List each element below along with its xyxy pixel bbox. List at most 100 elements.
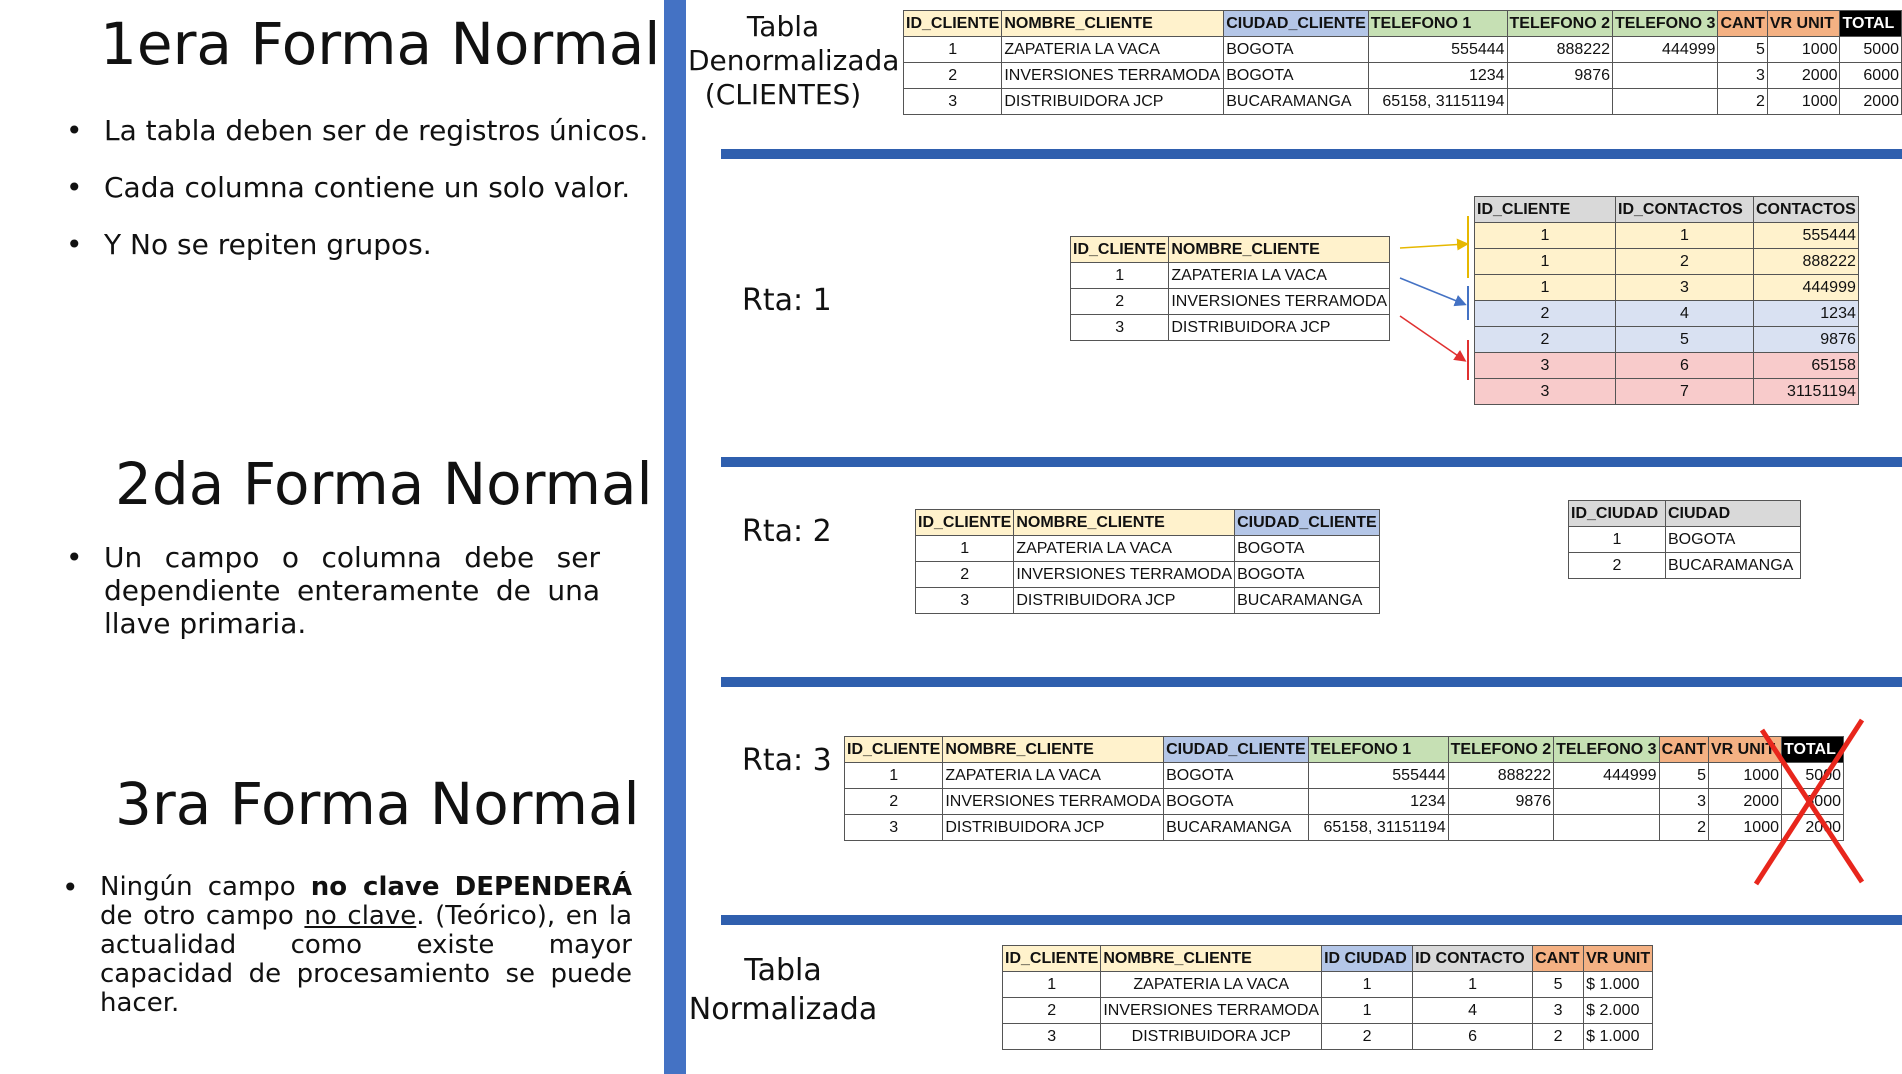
cell: BOGOTA [1665,526,1801,553]
cell: 1 [1615,222,1754,249]
cell: 444999 [1611,36,1719,63]
cell: 6 [1615,352,1754,379]
cell: 2 [1532,1023,1585,1050]
cell: DISTRIBUIDORA JCP [942,814,1165,841]
section-divider [721,677,1902,687]
table-row: 2 INVERSIONES TERRAMODA BOGOTA 1234 9876… [843,788,1844,815]
col-header: TELEFONO 2 [1447,736,1555,763]
col-header: CANT [1532,945,1585,972]
col-header: NOMBRE_CLIENTE [1168,236,1391,263]
cell: $ 1.000 [1583,971,1654,998]
cell: 3 [1658,788,1710,815]
cell: INVERSIONES TERRAMODA [942,788,1165,815]
col-header: VR UNIT [1766,10,1841,37]
cell: BOGOTA [1234,561,1380,588]
cell: 2 [1321,1023,1414,1050]
table-row: 3 DISTRIBUIDORA JCP BUCARAMANGA [914,587,1380,614]
col-header: ID_CLIENTE [902,10,1003,37]
col-header: ID CONTACTO [1412,945,1534,972]
cell: 555444 [1307,762,1449,789]
rta3-table: ID_CLIENTE NOMBRE_CLIENTE CIUDAD_CLIENTE… [843,736,1844,841]
col-header: TOTAL [1781,736,1844,763]
cell: 3 [1474,352,1616,379]
arrow-client-3 [1399,315,1467,362]
arrow-client-2 [1399,277,1467,307]
cell: 3 [1001,1023,1102,1050]
table-row: 1 ZAPATERIA LA VACA BOGOTA 555444 888222… [902,36,1902,63]
cell: 2000 [1766,62,1841,89]
cell: ZAPATERIA LA VACA [1013,535,1236,562]
cell: 555444 [1367,36,1508,63]
cell: 65158, 31151194 [1307,814,1449,841]
cell [1447,814,1555,841]
third-normal-form-rules: Ningún campo no clave DEPENDERÁ de otro … [56,873,632,1042]
cell: 1 [1321,971,1414,998]
vertical-divider [664,0,686,1074]
col-header: CANT [1717,10,1768,37]
cell: INVERSIONES TERRAMODA [1013,561,1236,588]
cell: DISTRIBUIDORA JCP [1001,88,1225,115]
cell: 7 [1615,378,1754,405]
cell: 1 [1474,222,1616,249]
cell: 4 [1412,997,1534,1024]
table-row: 2 INVERSIONES TERRAMODA 1 4 3 $ 2.000 [1001,997,1654,1024]
cell: BUCARAMANGA [1223,88,1369,115]
col-header: TELEFONO 1 [1367,10,1508,37]
relationship-arrows [1399,216,1469,380]
rule-no-transitive-dependency: Ningún campo no clave DEPENDERÁ de otro … [56,873,632,1018]
cell: DISTRIBUIDORA JCP [1168,314,1391,341]
col-header: CIUDAD_CLIENTE [1223,10,1369,37]
col-header: ID CIUDAD [1321,945,1414,972]
table-row: 1 ZAPATERIA LA VACA 1 1 5 $ 1.000 [1001,971,1654,998]
answer-3-label: Rta: 3 [742,743,832,778]
cell: 1 [1412,971,1534,998]
remove-total-cross-icon [1753,718,1865,886]
col-header: TELEFONO 2 [1506,10,1613,37]
col-header: NOMBRE_CLIENTE [942,736,1165,763]
col-header: CIUDAD [1665,500,1801,527]
table-row: 2 INVERSIONES TERRAMODA BOGOTA [914,561,1380,588]
cell: 1234 [1367,62,1508,89]
cell: 3 [1717,62,1768,89]
cell: DISTRIBUIDORA JCP [1013,587,1236,614]
cell: 555444 [1753,222,1859,249]
cell: 5 [1658,762,1710,789]
cell: 1 [902,36,1003,63]
cell: 2 [1474,300,1616,327]
cell: 5000 [1839,36,1902,63]
cell: 2 [1717,88,1768,115]
rta1-contacts-table: ID_CLIENTE ID_CONTACTOS CONTACTOS 1 1 5554… [1474,196,1859,405]
cell: BOGOTA [1223,62,1369,89]
cell: 3 [1615,274,1754,301]
arrow-client-1 [1399,238,1469,251]
cell: 65158 [1753,352,1859,379]
second-normal-form-rules: Un campo o columna debe ser dependiente … [60,541,600,664]
cell: 4 [1615,300,1754,327]
table-row: 1 ZAPATERIA LA VACA BOGOTA 555444 888222… [843,762,1844,789]
col-header: TELEFONO 3 [1611,10,1719,37]
cell: 1 [1568,526,1666,553]
table-row: 1 2 888222 [1474,248,1859,275]
cell: $ 2.000 [1583,997,1654,1024]
col-header: CANT [1658,736,1710,763]
cell: 2000 [1839,88,1902,115]
cell: 1234 [1307,788,1449,815]
cell: 1 [1474,274,1616,301]
cell: 3 [914,587,1015,614]
table-row: 2 INVERSIONES TERRAMODA [1069,288,1391,315]
cell: 1234 [1753,300,1859,327]
cell: 2 [1568,552,1666,579]
cell: 5 [1615,326,1754,353]
cell: $ 1.000 [1583,1023,1654,1050]
cell: 888222 [1506,36,1613,63]
table-row: 3 6 65158 [1474,352,1859,379]
cell: 31151194 [1753,378,1859,405]
cell: BUCARAMANGA [1163,814,1309,841]
cell: 444999 [1753,274,1859,301]
cell: BOGOTA [1234,535,1380,562]
cell: 2 [1069,288,1170,315]
cell: 2 [1615,248,1754,275]
col-header: ID_CLIENTE [843,736,944,763]
table-row: 1 BOGOTA [1568,526,1801,553]
col-header: CONTACTOS [1753,196,1859,223]
